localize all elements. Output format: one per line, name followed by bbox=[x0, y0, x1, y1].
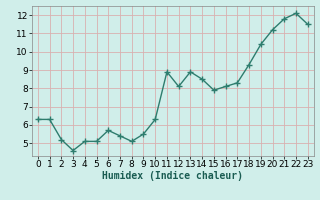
X-axis label: Humidex (Indice chaleur): Humidex (Indice chaleur) bbox=[102, 171, 243, 181]
